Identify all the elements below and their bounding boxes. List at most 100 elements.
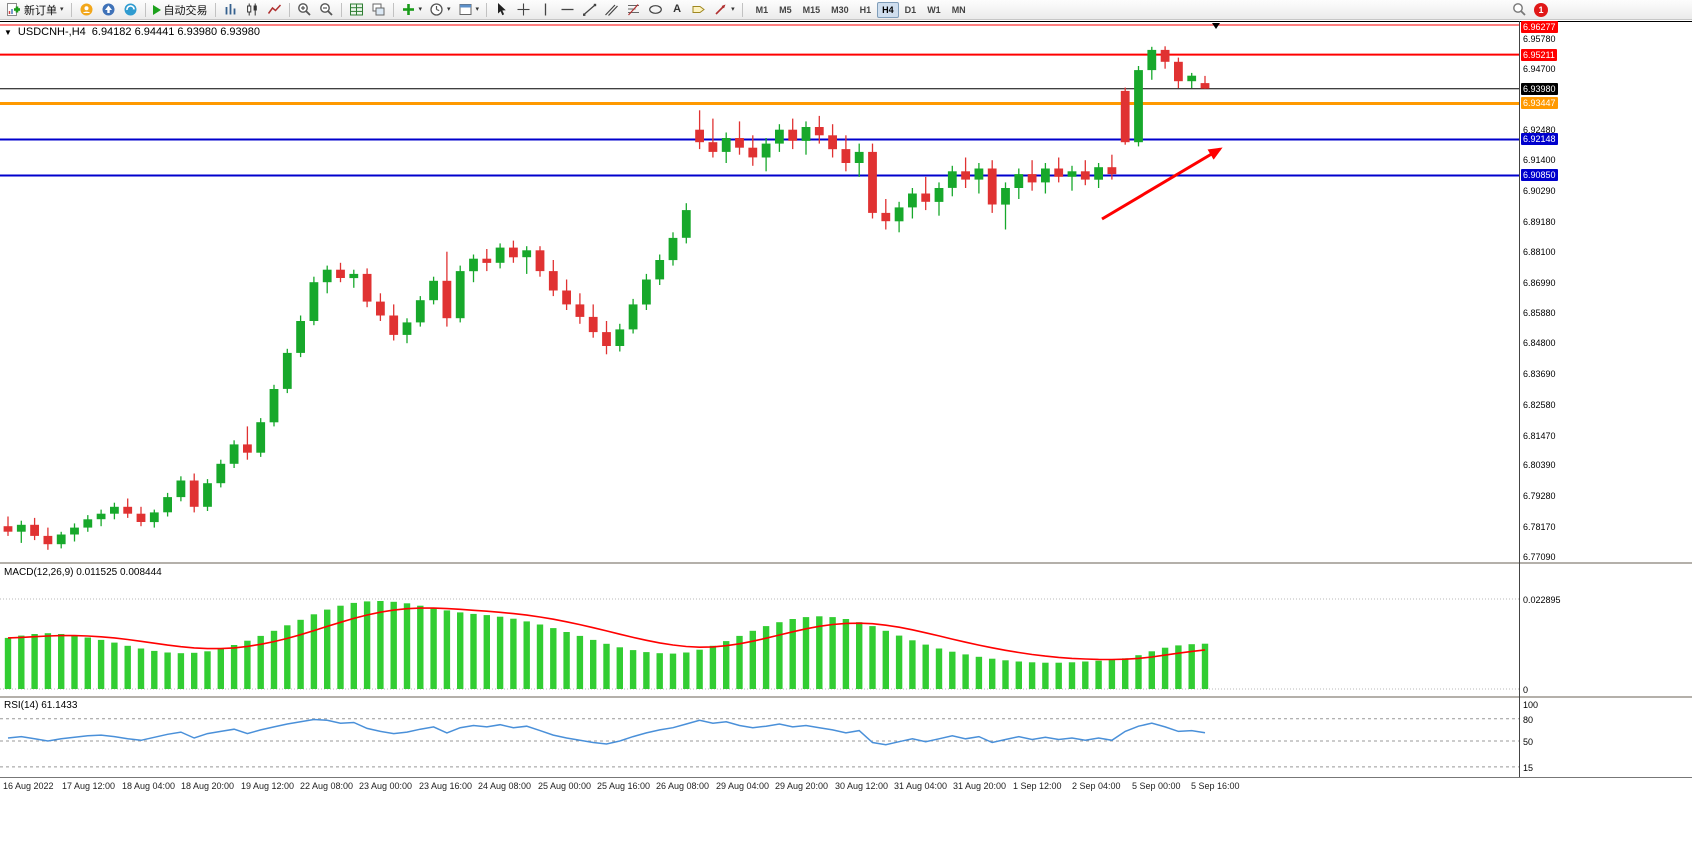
macd-histogram-bar <box>1015 661 1022 689</box>
timeframe-button-H4[interactable]: H4 <box>877 1 899 18</box>
candle-bearish <box>509 240 518 263</box>
candle-bullish <box>415 296 425 327</box>
periods-button[interactable]: ▾ <box>426 1 454 19</box>
trend-arrow[interactable] <box>1101 147 1223 221</box>
line-chart-mode-button[interactable] <box>264 1 285 19</box>
candle-bearish <box>243 426 252 460</box>
indicators-button[interactable]: ▾ <box>398 1 426 19</box>
candle-bullish <box>256 418 266 457</box>
timeframe-button-M30[interactable]: M30 <box>831 4 849 15</box>
candle-bullish <box>110 502 119 520</box>
fibonacci-tool-button[interactable] <box>623 1 644 19</box>
price-level-badge: 6.90850 <box>1521 169 1558 181</box>
crosshair-tool-button[interactable] <box>513 1 534 19</box>
pane-divider[interactable] <box>0 562 1692 564</box>
timeframe-button-M1[interactable]: M1 <box>755 4 769 15</box>
candle-bearish <box>189 473 199 513</box>
macd-histogram-bar <box>1188 644 1195 689</box>
notifications-badge[interactable]: 1 <box>1534 2 1548 17</box>
bar-chart-mode-button[interactable] <box>220 1 241 19</box>
price-chart-pane[interactable] <box>0 21 1519 562</box>
candlestick-mode-button[interactable] <box>242 1 263 19</box>
new-order-button[interactable]: 新订单 ▾ <box>3 1 67 19</box>
chevron-down-icon: ▾ <box>418 6 423 13</box>
macd-histogram-bar <box>856 622 863 689</box>
timeframe-button-MN[interactable]: MN <box>951 4 966 15</box>
macd-indicator-pane[interactable] <box>0 565 1519 696</box>
text-tool-button[interactable]: A <box>667 1 687 19</box>
macd-histogram-bar <box>350 602 357 689</box>
rsi-indicator-pane[interactable] <box>0 699 1519 777</box>
macd-histogram-bar <box>629 650 637 689</box>
zoom-out-icon <box>319 3 333 16</box>
timeframe-button-H1[interactable]: H1 <box>859 4 872 15</box>
cascade-windows-button[interactable] <box>368 1 389 19</box>
candle-bearish <box>987 160 997 213</box>
signals-icon <box>124 3 137 16</box>
horizontal-line-tool-button[interactable] <box>557 1 578 19</box>
toolbar: 新订单 ▾ 自动交易 <box>0 0 1692 20</box>
shapes-tool-button[interactable] <box>645 1 666 19</box>
timeframe-button-D1[interactable]: D1 <box>904 4 917 15</box>
mql5-community-button[interactable] <box>76 1 97 19</box>
signals-button[interactable] <box>120 1 141 19</box>
cursor-tool-button[interactable] <box>491 1 512 19</box>
candle-bearish <box>868 143 877 219</box>
separator <box>214 2 216 17</box>
macd-histogram-bar <box>842 619 850 689</box>
price-axis-label: 6.92480 <box>1523 125 1556 135</box>
candle-bullish <box>974 163 984 194</box>
trendline-tool-button[interactable] <box>579 1 600 19</box>
candle-bullish <box>934 182 944 216</box>
candle-bullish <box>229 440 239 468</box>
channel-tool-button[interactable] <box>601 1 622 19</box>
timeframe-button-M5[interactable]: M5 <box>779 4 792 15</box>
candle-bullish <box>16 520 26 543</box>
macd-histogram-bar <box>1068 662 1076 689</box>
candle-bearish <box>841 135 851 172</box>
zoom-out-button[interactable] <box>316 1 337 19</box>
timeframe-button-W1[interactable]: W1 <box>927 4 941 15</box>
templates-button[interactable]: ▾ <box>455 1 483 19</box>
zoom-in-button[interactable] <box>294 1 315 19</box>
chart-title: ▼ USDCNH-,H4 6.94182 6.94441 6.93980 6.9… <box>4 26 260 38</box>
ohlc-values: 6.94182 6.94441 6.93980 6.93980 <box>91 26 260 38</box>
candle-bearish <box>575 293 585 324</box>
candle-bullish <box>1187 72 1197 89</box>
search-icon[interactable] <box>1512 2 1527 17</box>
macd-histogram-bar <box>616 647 623 689</box>
arrows-tool-button[interactable]: ▾ <box>710 1 738 19</box>
macd-histogram-bar <box>284 625 291 689</box>
macd-histogram-bar <box>696 649 703 689</box>
macd-histogram-bar <box>550 628 557 689</box>
horizontal-line-icon <box>561 8 574 11</box>
macd-histogram-bar <box>576 635 584 689</box>
time-axis-label: 19 Aug 12:00 <box>241 781 295 791</box>
macd-histogram-bar <box>762 626 770 689</box>
price-axis-label: 6.81470 <box>1523 431 1556 441</box>
auto-trading-button[interactable]: 自动交易 <box>150 1 211 19</box>
macd-histogram-bar <box>1148 651 1155 689</box>
vertical-line-tool-button[interactable] <box>535 1 556 19</box>
time-axis-label: 1 Sep 12:00 <box>1013 781 1062 791</box>
candle-bearish <box>1080 160 1090 186</box>
candle-bullish <box>681 203 691 244</box>
timeframe-button-M15[interactable]: M15 <box>802 4 821 15</box>
chart-shift-marker[interactable] <box>1212 23 1220 29</box>
price-axis-label: 6.78170 <box>1523 522 1556 532</box>
candle-bullish <box>296 315 305 358</box>
collapse-triangle-icon[interactable]: ▼ <box>4 27 12 37</box>
candle-bearish <box>1120 87 1130 145</box>
candle-bearish <box>602 321 611 355</box>
cascade-windows-icon <box>372 3 385 16</box>
text-label-tool-button[interactable] <box>688 1 709 19</box>
candle-bearish <box>43 527 53 550</box>
macd-histogram-bar <box>137 648 145 689</box>
market-button[interactable] <box>98 1 119 19</box>
candle-bearish <box>336 262 345 283</box>
pane-divider[interactable] <box>0 696 1692 698</box>
macd-histogram-bar <box>882 630 889 689</box>
candle-bullish <box>801 121 811 155</box>
rsi-line <box>7 718 1206 746</box>
tile-windows-button[interactable] <box>346 1 367 19</box>
